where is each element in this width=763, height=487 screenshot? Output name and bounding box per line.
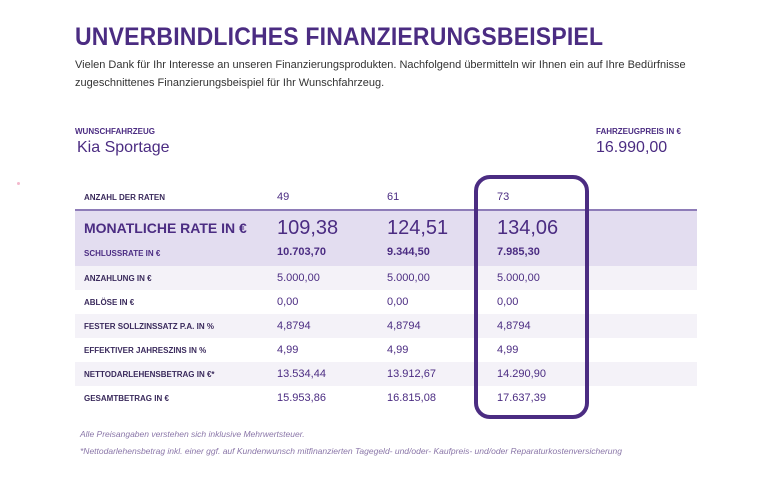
monthly-rate-value: 134,06 [497,217,559,239]
row-label: FESTER SOLLZINSSATZ P.A. IN % [84,322,214,331]
monthly-rate-value: 109,38 [277,217,339,239]
cell: 4,99 [497,344,519,356]
final-rate-label: SCHLUSSRATE IN € [84,249,161,258]
row-label: NETTODARLEHENSBETRAG IN €* [84,370,215,379]
row-label: EFFEKTIVER JAHRESZINS IN % [84,346,207,355]
cell: 4,8794 [387,320,421,332]
cell: 61 [387,191,400,203]
table-row: NETTODARLEHENSBETRAG IN €* 13.534,44 13.91… [75,362,697,386]
cell: 5.000,00 [277,272,320,284]
cell: 15.953,86 [277,392,326,404]
cell: 0,00 [497,296,519,308]
final-rate-value: 10.703,70 [277,246,326,258]
vehicle-value: Kia Sportage [77,139,170,156]
cell: 4,8794 [497,320,531,332]
final-rate-value: 7.985,30 [497,246,540,258]
price-label: FAHRZEUGPREIS IN € [596,127,681,136]
monthly-rate-label: MONATLICHE RATE IN € [84,220,247,236]
cell: 17.637,39 [497,392,546,404]
monthly-rate-block: MONATLICHE RATE IN € 109,38 124,51 134,0… [75,211,697,266]
decorative-dot [17,182,20,185]
row-label: GESAMTBETRAG IN € [84,394,169,403]
footnote-vat: Alle Preisangaben verstehen sich inklusi… [80,429,305,439]
table-row: EFFEKTIVER JAHRESZINS IN % 4,99 4,99 4,99 [75,338,697,362]
cell: 16.815,08 [387,392,436,404]
cell: 14.290,90 [497,368,546,380]
price-value: 16.990,00 [596,139,668,156]
intro-text: Vielen Dank für Ihr Interesse an unseren… [75,59,686,89]
cell: 4,8794 [277,320,311,332]
table-row: ANZAHLUNG IN € 5.000,00 5.000,00 5.000,00 [75,266,697,290]
cell: 5.000,00 [497,272,540,284]
cell: 5.000,00 [387,272,430,284]
monthly-rate-value: 124,51 [387,217,449,239]
page-title: UNVERBINDLICHES FINANZIERUNGSBEISPIEL [75,23,604,51]
final-rate-value: 9.344,50 [387,246,430,258]
cell: 4,99 [387,344,409,356]
selected-column-highlight [474,175,589,419]
cell: 0,00 [277,296,299,308]
price-info: FAHRZEUGPREIS IN € 16.990,00 [596,127,681,157]
row-label: ABLÖSE IN € [84,298,135,307]
table-row: ABLÖSE IN € 0,00 0,00 0,00 [75,290,697,314]
row-label: ANZAHLUNG IN € [84,274,152,283]
cell: 0,00 [387,296,409,308]
footnote-loan: *Nettodarlehensbetrag inkl. einer ggf. a… [80,446,622,456]
cell: 49 [277,191,290,203]
table-row: FESTER SOLLZINSSATZ P.A. IN % 4,8794 4,879… [75,314,697,338]
vehicle-info: WUNSCHFAHRZEUG Kia Sportage [75,127,170,157]
financing-table: ANZAHL DER RATEN 49 61 73 MONATLICHE RAT… [75,185,697,410]
row-label: ANZAHL DER RATEN [84,193,166,202]
cell: 4,99 [277,344,299,356]
cell: 13.912,67 [387,368,436,380]
table-row: GESAMTBETRAG IN € 15.953,86 16.815,08 17.63… [75,386,697,410]
vehicle-label: WUNSCHFAHRZEUG [75,127,155,136]
cell: 73 [497,191,510,203]
installments-row: ANZAHL DER RATEN 49 61 73 [75,185,697,211]
cell: 13.534,44 [277,368,326,380]
